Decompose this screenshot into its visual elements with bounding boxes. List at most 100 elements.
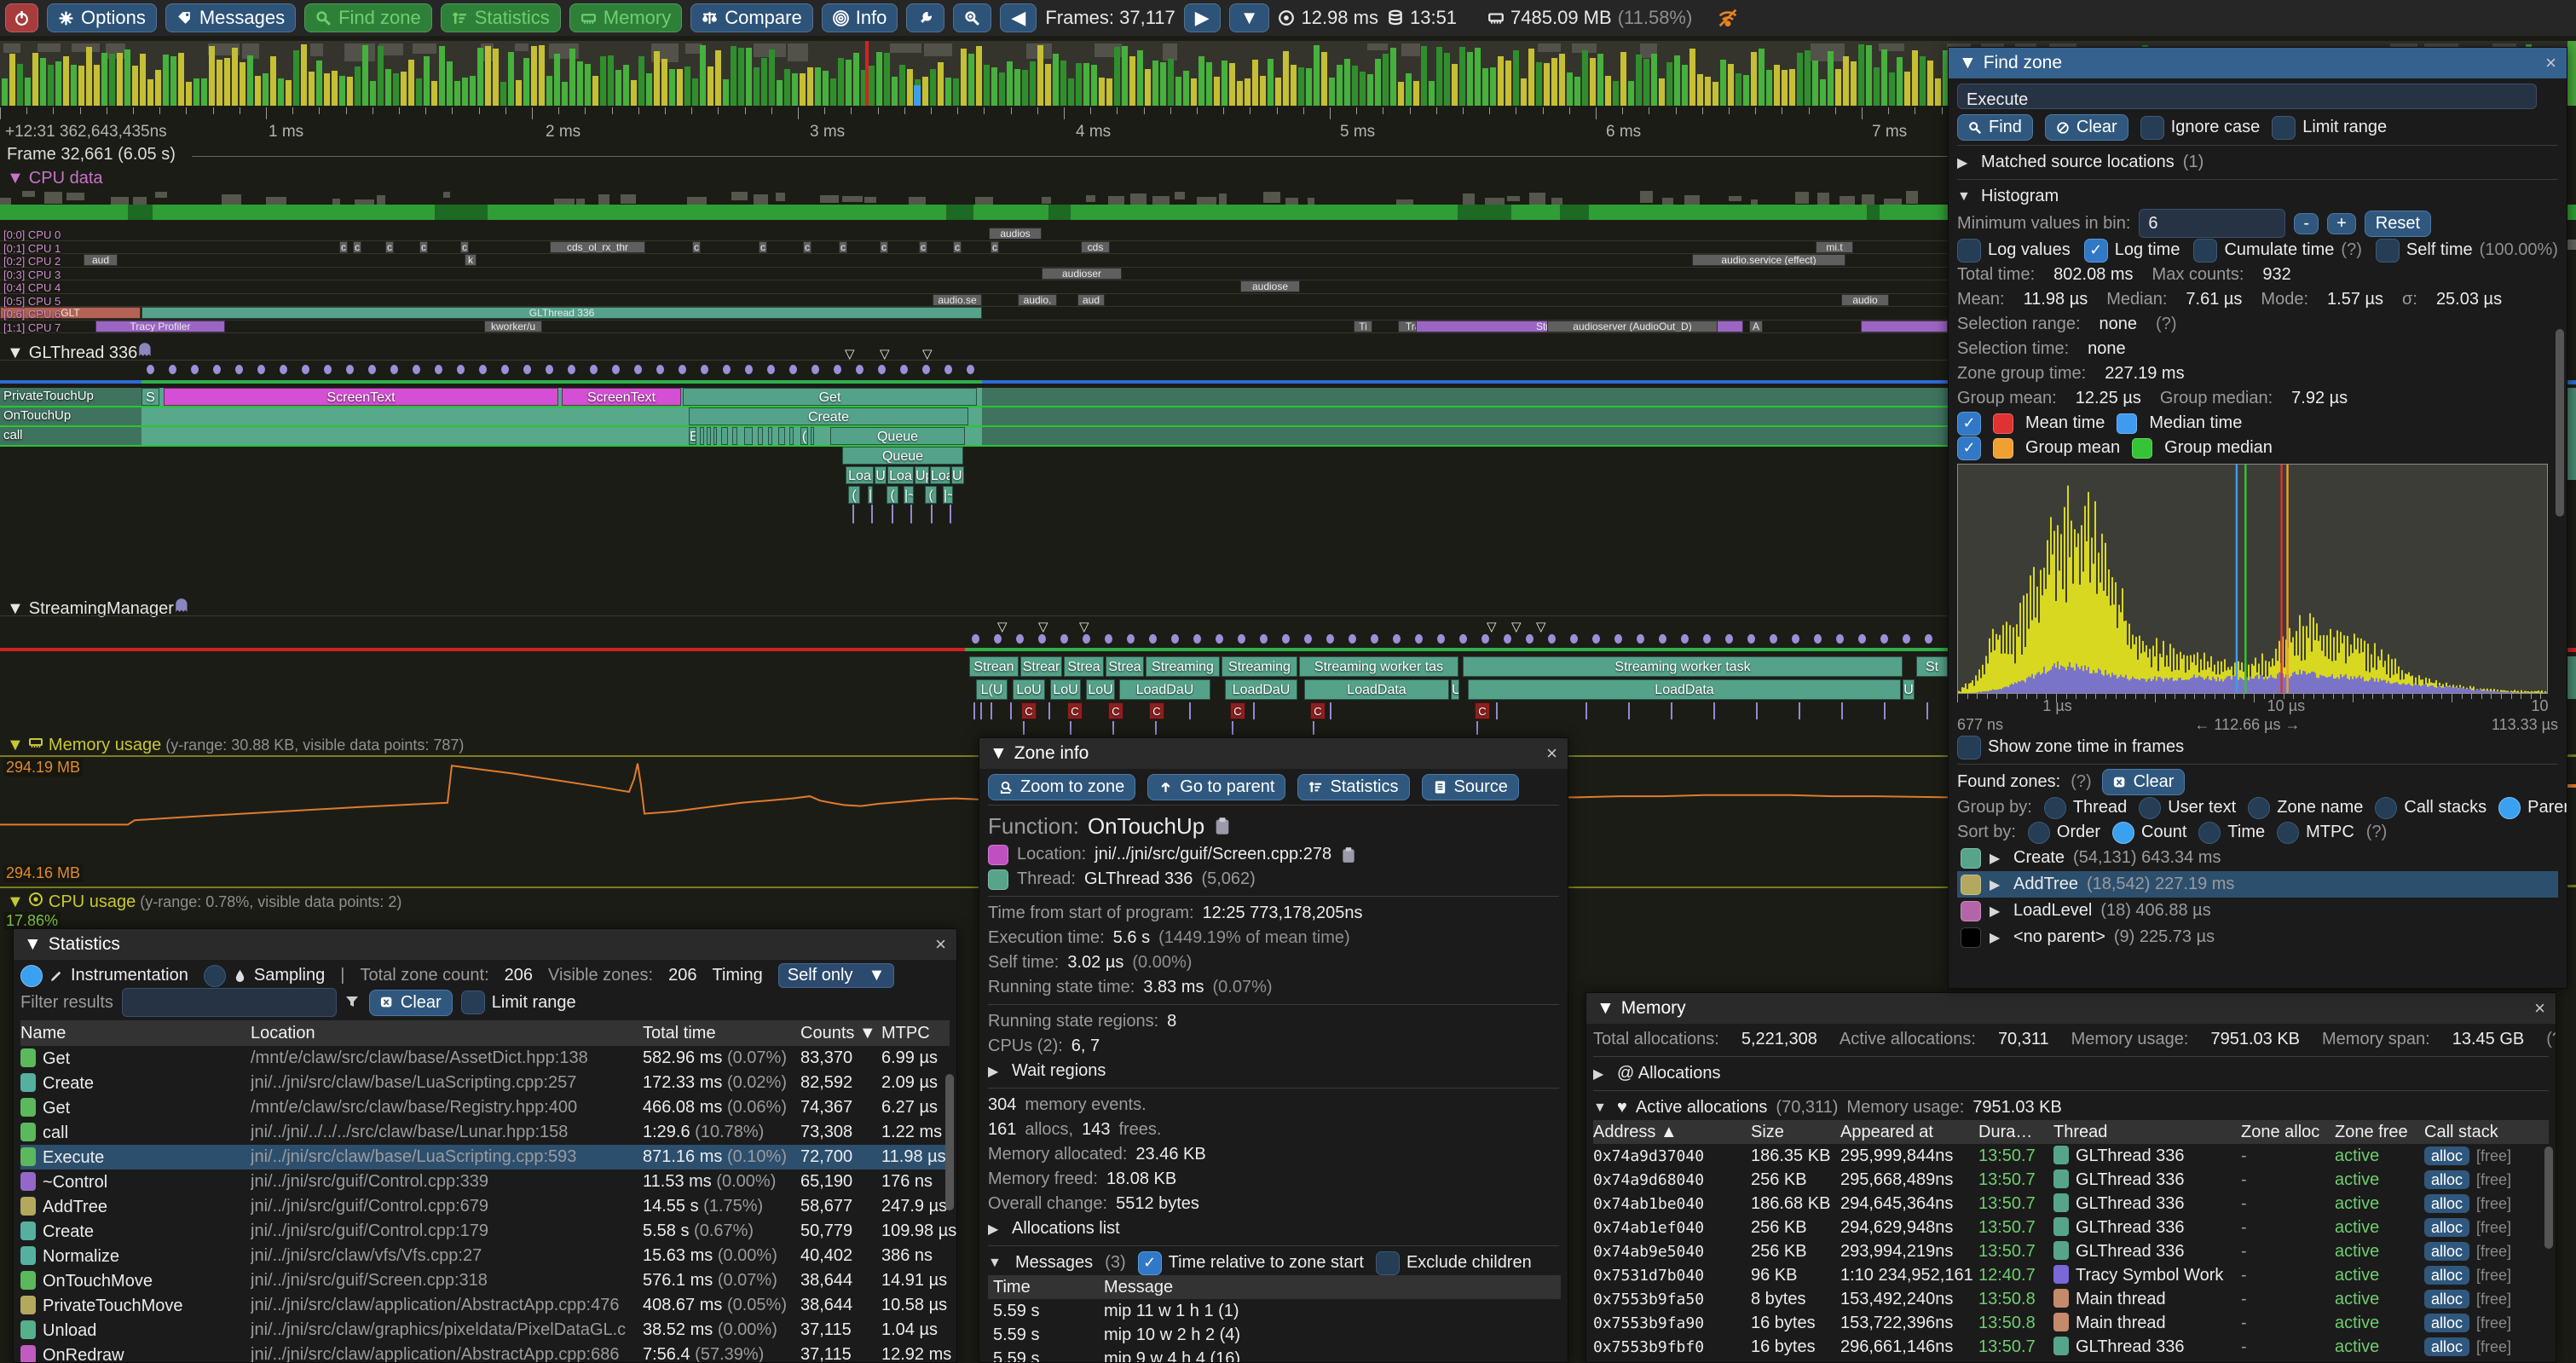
- group-by-thread-radio[interactable]: [2043, 796, 2066, 819]
- timing-select[interactable]: Self only ▼: [777, 963, 895, 988]
- column-header[interactable]: Address ▲: [1593, 1122, 1678, 1141]
- allocation-row[interactable]: 0x7553b9fa90 16 bytes 153,722,396ns 13:50.8…: [1593, 1311, 2549, 1335]
- sample-dot[interactable]: [1304, 634, 1312, 644]
- sample-dot[interactable]: [1415, 634, 1423, 644]
- messages-button[interactable]: Messages: [165, 3, 297, 32]
- cpu-context-zone[interactable]: audiose: [1240, 280, 1300, 292]
- column-header[interactable]: Zone free: [2335, 1122, 2408, 1141]
- sample-dot[interactable]: [1548, 634, 1556, 644]
- cpu-context-zone[interactable]: audio: [1841, 293, 1889, 306]
- streaming-zone[interactable]: Streaming: [1146, 656, 1220, 677]
- alloc-button[interactable]: alloc: [2424, 1170, 2470, 1189]
- sample-dot[interactable]: [944, 365, 952, 374]
- sort-by-order-radio[interactable]: [2027, 821, 2050, 844]
- filter-input[interactable]: [121, 988, 337, 1017]
- streaming-subzone[interactable]: LoU: [1050, 679, 1081, 700]
- sample-dot[interactable]: [257, 365, 265, 374]
- power-button[interactable]: [5, 3, 38, 32]
- sample-dot[interactable]: [967, 365, 974, 374]
- sort-by-time-radio[interactable]: [2198, 821, 2221, 844]
- sample-dot[interactable]: [745, 365, 753, 374]
- cpu-context-zone[interactable]: aud: [1077, 293, 1105, 306]
- cpu-usage-header[interactable]: ▼ CPU usage (y-range: 0.78%, visible dat…: [7, 892, 401, 912]
- message-triangle[interactable]: ▽: [1487, 620, 1497, 634]
- timeline-zone[interactable]: [732, 427, 737, 445]
- statistics-row[interactable]: ~Control jni/../jni/src/guif/Control.cpp:…: [20, 1170, 950, 1194]
- sample-dot[interactable]: [368, 365, 376, 374]
- message-triangle[interactable]: ▽: [845, 347, 855, 361]
- find-zone-scrollbar[interactable]: [2556, 329, 2564, 517]
- group-by-user-text-radio[interactable]: [2139, 796, 2162, 819]
- timeline-zone[interactable]: Loa: [887, 466, 914, 484]
- stats-limit-range-checkbox[interactable]: [460, 990, 485, 1014]
- streaming-subzone[interactable]: LoU: [1013, 679, 1045, 700]
- blocked-zone[interactable]: C: [1149, 702, 1164, 719]
- timeline-zone[interactable]: Up: [951, 466, 964, 484]
- sample-dot[interactable]: [922, 365, 930, 374]
- statistics-row[interactable]: Unload jni/../jni/src/claw/graphics/pixel…: [20, 1318, 950, 1343]
- group-by-call-stacks-radio[interactable]: [2375, 796, 2398, 819]
- timeline-zone[interactable]: [768, 427, 772, 445]
- allocation-row[interactable]: 0x74ab1ef040 256 KB 294,629,948ns 13:50.7 GL…: [1593, 1216, 2549, 1239]
- cpu-context-zone[interactable]: audios: [989, 228, 1042, 240]
- sample-dot[interactable]: [656, 365, 664, 374]
- statistics-row[interactable]: call jni/../jni/../../../src/claw/base/Lu…: [20, 1120, 950, 1145]
- cpu-context-zone[interactable]: c: [692, 240, 701, 253]
- streaming-zone[interactable]: Strea: [1106, 656, 1144, 677]
- find-button[interactable]: Find: [1957, 114, 2033, 141]
- sample-dot[interactable]: [789, 365, 797, 374]
- column-header[interactable]: Thread: [2053, 1122, 2108, 1141]
- timeline-zone[interactable]: Queue: [842, 447, 963, 465]
- instrumentation-radio[interactable]: [20, 964, 43, 987]
- statistics-scrollbar[interactable]: [945, 1074, 954, 1210]
- column-header[interactable]: Call stack: [2424, 1122, 2498, 1141]
- sample-dot[interactable]: [501, 365, 509, 374]
- allocations-toggle[interactable]: ▶ @ Allocations: [1593, 1061, 2549, 1086]
- sample-dot[interactable]: [723, 365, 731, 374]
- sample-dot[interactable]: [213, 365, 221, 374]
- options-button[interactable]: Options: [47, 3, 157, 32]
- sample-dot[interactable]: [878, 365, 886, 374]
- sample-dot[interactable]: [1814, 634, 1822, 644]
- sample-dot[interactable]: [811, 365, 819, 374]
- sort-by-mtpc-radio[interactable]: [2277, 821, 2300, 844]
- column-header[interactable]: Size: [1751, 1122, 1784, 1141]
- sample-dot[interactable]: [568, 365, 575, 374]
- blocked-zone[interactable]: C: [1230, 702, 1245, 719]
- column-header[interactable]: MTPC: [881, 1023, 930, 1042]
- timeline-zone[interactable]: Loa: [930, 466, 950, 484]
- statistics-row[interactable]: Get/mnt/e/claw/src/claw/base/Registry.hp…: [20, 1095, 950, 1120]
- sample-dot[interactable]: [1016, 634, 1024, 644]
- cpu-context-zone[interactable]: A: [1749, 320, 1763, 332]
- timeline-zone[interactable]: U: [875, 466, 887, 484]
- log-values-checkbox[interactable]: [1957, 238, 1981, 263]
- sample-dot[interactable]: [612, 365, 620, 374]
- find-zone-histogram[interactable]: [1957, 464, 2548, 694]
- sample-dot[interactable]: [1504, 634, 1511, 644]
- sample-dot[interactable]: [994, 634, 1002, 644]
- sample-dot[interactable]: [834, 365, 841, 374]
- sample-dot[interactable]: [1060, 634, 1068, 644]
- message-triangle[interactable]: ▽: [880, 347, 890, 361]
- sample-dot[interactable]: [1083, 634, 1090, 644]
- go-to-parent-button[interactable]: Go to parent: [1147, 774, 1286, 800]
- timeline-zone[interactable]: [744, 427, 753, 445]
- alloc-button[interactable]: alloc: [2424, 1265, 2470, 1285]
- timeline-zone[interactable]: [778, 427, 785, 445]
- bin-minus-button[interactable]: -: [2294, 212, 2319, 234]
- statistics-row[interactable]: Execute jni/../jni/src/claw/base/LuaScrip…: [20, 1145, 950, 1170]
- sample-dot[interactable]: [900, 365, 908, 374]
- group-by-parent-radio[interactable]: [2498, 796, 2521, 819]
- cpu-context-zone[interactable]: c: [419, 240, 428, 253]
- streaming-zone[interactable]: Strear: [1020, 656, 1062, 677]
- timeline-zone[interactable]: |: [868, 486, 873, 504]
- column-header[interactable]: Appeared at: [1840, 1122, 1933, 1141]
- cpu-context-zone[interactable]: c: [460, 240, 469, 253]
- timeline-zone[interactable]: (: [848, 486, 860, 504]
- sample-dot[interactable]: [523, 365, 531, 374]
- timeline-zone[interactable]: [721, 427, 728, 445]
- sample-dot[interactable]: [1925, 634, 1932, 644]
- blocked-zone[interactable]: C: [1021, 702, 1037, 719]
- statistics-row[interactable]: OnTouchMove jni/../jni/src/guif/Screen.cp…: [20, 1268, 950, 1293]
- sample-dot[interactable]: [1903, 634, 1910, 644]
